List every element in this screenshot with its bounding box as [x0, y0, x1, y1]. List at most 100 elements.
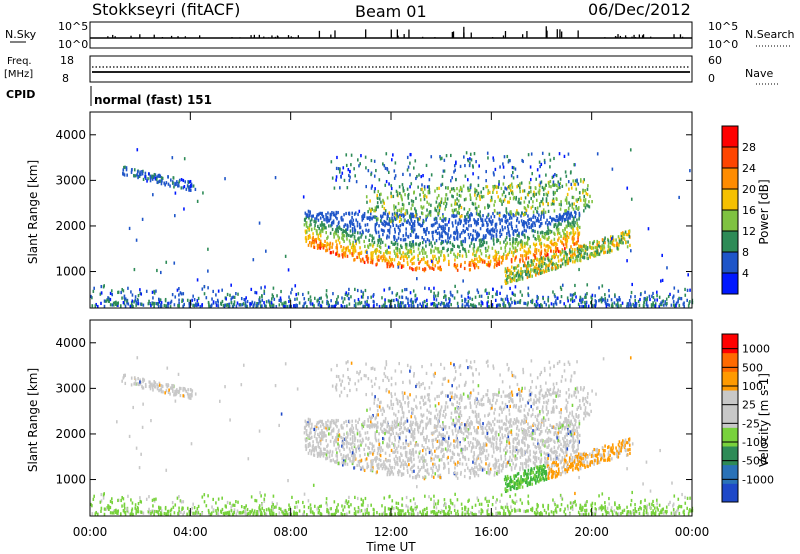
- power-cell: [340, 175, 342, 179]
- power-cell: [312, 235, 314, 240]
- power-cell: [563, 231, 565, 235]
- power-cell: [569, 250, 572, 254]
- power-cell: [319, 229, 322, 233]
- velocity-cell: [418, 451, 421, 455]
- power-cell: [528, 273, 531, 277]
- power-cell: [421, 236, 424, 240]
- velocity-cell: [334, 460, 336, 464]
- velocity-cell: [215, 501, 217, 505]
- velocity-cell: [436, 511, 438, 515]
- power-cell: [210, 304, 212, 308]
- power-cell: [487, 300, 489, 304]
- power-cell: [527, 256, 530, 260]
- power-cell: [438, 256, 440, 260]
- power-cell: [343, 234, 346, 238]
- power-cell: [420, 174, 423, 179]
- velocity-cell: [309, 503, 312, 507]
- power-cell: [530, 217, 532, 221]
- power-cell: [526, 264, 528, 269]
- power-cell: [451, 187, 453, 191]
- power-cell: [467, 232, 470, 237]
- power-cell: [445, 302, 448, 306]
- power-cell: [167, 175, 169, 179]
- power-cell: [333, 235, 335, 239]
- power-cell: [412, 245, 415, 249]
- power-cell: [464, 240, 466, 244]
- velocity-cell: [366, 507, 368, 512]
- power-cell: [678, 195, 680, 200]
- velocity-cell: [419, 510, 421, 514]
- power-cell: [399, 256, 402, 261]
- velocity-cell: [217, 512, 220, 516]
- power-cell: [594, 294, 596, 298]
- power-cell: [192, 184, 195, 188]
- velocity-cell: [578, 512, 581, 517]
- velocity-cell: [626, 510, 629, 514]
- velocity-cell: [611, 513, 614, 517]
- power-cell: [443, 217, 445, 221]
- power-cell: [404, 218, 406, 222]
- power-cell: [505, 187, 508, 191]
- power-cell: [400, 304, 402, 308]
- noise-right-label: N.Search: [745, 28, 795, 41]
- power-cell: [516, 264, 519, 268]
- power-cell: [553, 202, 555, 206]
- power-cell: [464, 229, 467, 233]
- velocity-cell: [448, 505, 450, 509]
- power-cell: [626, 186, 629, 190]
- velocity-cell: [486, 511, 489, 516]
- power-cell: [546, 256, 549, 260]
- power-cell: [325, 226, 327, 230]
- velocity-cell: [476, 431, 479, 435]
- power-cell: [567, 180, 570, 184]
- velocity-cell: [194, 511, 196, 515]
- power-cell: [687, 304, 690, 308]
- velocity-cell: [595, 508, 597, 512]
- power-cell: [543, 262, 546, 266]
- power-cell: [686, 288, 689, 292]
- power-cell: [267, 299, 270, 303]
- power-cell: [388, 182, 390, 186]
- power-cell: [537, 234, 539, 238]
- velocity-cell: [249, 510, 251, 514]
- velocity-cell: [286, 512, 289, 517]
- power-cell: [386, 167, 388, 171]
- power-cell: [559, 264, 562, 268]
- power-cell: [239, 303, 241, 307]
- power-cell: [443, 201, 445, 206]
- power-cell: [233, 300, 236, 304]
- power-cell: [188, 188, 190, 192]
- power-cell: [177, 304, 179, 308]
- power-cell: [413, 304, 415, 308]
- velocity-cell: [272, 511, 275, 515]
- power-cell: [472, 252, 474, 256]
- power-cell: [396, 292, 399, 296]
- velocity-cell: [402, 509, 404, 513]
- power-cell: [130, 290, 132, 294]
- power-cell: [413, 228, 416, 232]
- power-cell: [140, 302, 143, 306]
- power-cell: [360, 295, 363, 299]
- power-cell: [115, 302, 117, 306]
- power-cell: [459, 215, 462, 219]
- velocity-cell: [577, 510, 580, 514]
- power-cell: [563, 217, 566, 222]
- power-cell: [538, 261, 540, 265]
- power-cell: [573, 242, 575, 246]
- power-cell: [522, 159, 524, 164]
- power-cell: [449, 298, 451, 302]
- velocity-cell: [657, 508, 659, 512]
- power-cell: [309, 235, 311, 239]
- power-cell: [475, 223, 478, 227]
- power-cell: [584, 293, 587, 297]
- power-cell: [471, 238, 473, 242]
- power-cell: [520, 181, 523, 185]
- power-cell: [550, 242, 553, 246]
- velocity-cell: [642, 512, 645, 516]
- velocity-cell: [179, 499, 182, 503]
- power-cell: [135, 238, 138, 242]
- power-cell: [555, 253, 558, 257]
- date-title: 06/Dec/2012: [588, 0, 691, 19]
- power-cell: [602, 241, 605, 245]
- power-cell: [148, 299, 150, 303]
